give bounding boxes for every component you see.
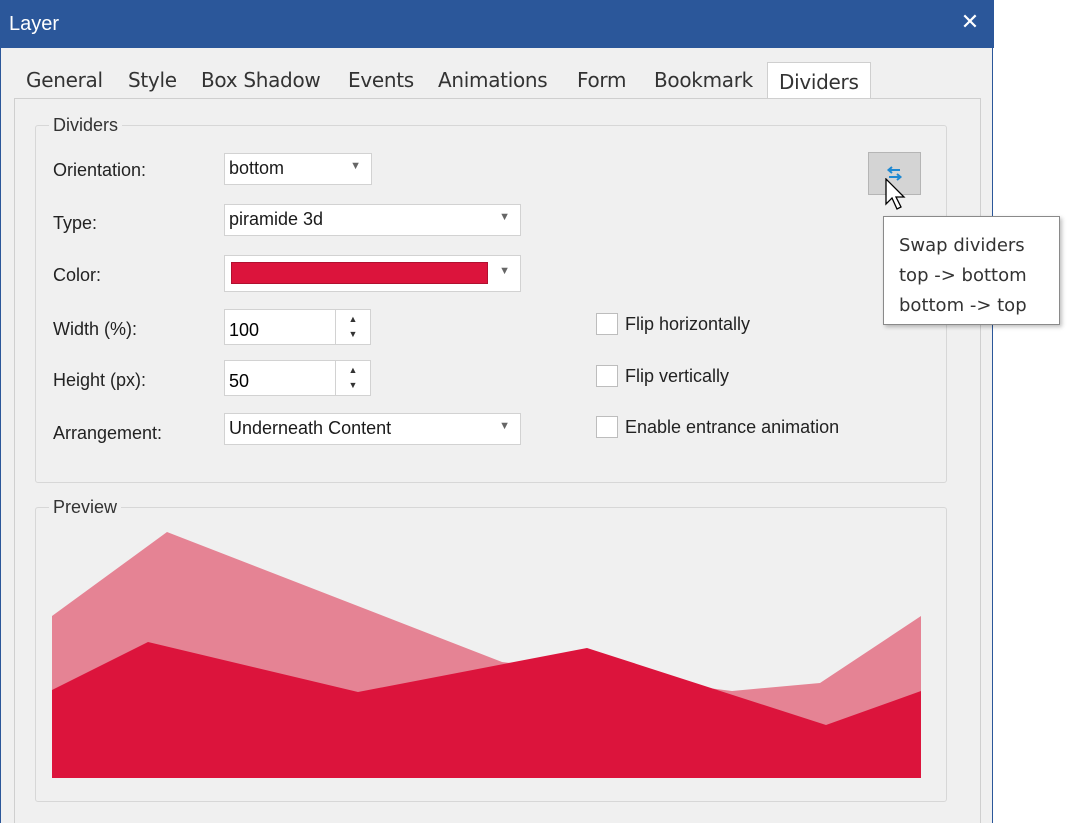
- color-swatch: [231, 262, 488, 284]
- dividers-group-title: Dividers: [49, 115, 123, 136]
- divider-preview: [52, 532, 921, 778]
- tooltip-line: top -> bottom: [899, 265, 1027, 286]
- chevron-down-icon: ▼: [350, 160, 361, 172]
- tab-divider: [14, 98, 981, 99]
- width-spin-buttons: ▲ ▼: [335, 310, 370, 344]
- preview-group: [35, 507, 947, 802]
- height-label: Height (px):: [53, 370, 147, 390]
- tab-box-shadow[interactable]: Box Shadow: [201, 68, 321, 92]
- type-value: piramide 3d: [229, 209, 324, 229]
- chevron-down-icon: ▼: [499, 211, 510, 223]
- type-select[interactable]: piramide 3d ▼: [224, 204, 521, 236]
- color-picker[interactable]: ▼: [224, 255, 521, 292]
- spin-down-icon[interactable]: ▼: [348, 380, 358, 390]
- chevron-down-icon: ▼: [499, 420, 510, 432]
- swap-tooltip: Swap dividers top -> bottom bottom -> to…: [883, 216, 1060, 325]
- close-button[interactable]: ✕: [946, 0, 994, 48]
- spin-up-icon[interactable]: ▲: [348, 365, 358, 375]
- width-label: Width (%):: [53, 319, 138, 339]
- close-icon: ✕: [960, 9, 980, 34]
- tab-general[interactable]: General: [26, 68, 103, 92]
- orientation-label: Orientation:: [53, 160, 147, 180]
- tab-form[interactable]: Form: [577, 68, 627, 92]
- width-spinner[interactable]: ▲ ▼: [224, 309, 371, 347]
- swap-arrows-icon: [886, 166, 903, 181]
- entrance-animation-checkbox[interactable]: [596, 416, 618, 438]
- tab-dividers[interactable]: Dividers: [767, 62, 871, 99]
- height-spinner[interactable]: ▲ ▼: [224, 360, 371, 398]
- color-label: Color:: [53, 265, 102, 285]
- flip-vertically-checkbox[interactable]: [596, 365, 618, 387]
- preview-front-layer: [52, 642, 921, 778]
- flip-horizontally-checkbox[interactable]: [596, 313, 618, 335]
- flip-vertically-label: Flip vertically: [625, 366, 730, 386]
- dividers-tab-panel: [14, 98, 981, 823]
- orientation-select[interactable]: bottom ▼: [224, 153, 372, 185]
- height-input[interactable]: [225, 361, 337, 398]
- spin-up-icon[interactable]: ▲: [348, 314, 358, 324]
- tooltip-line: Swap dividers: [899, 235, 1025, 256]
- title-bar: Layer ✕: [1, 0, 994, 48]
- entrance-animation-label: Enable entrance animation: [625, 417, 840, 437]
- arrangement-label: Arrangement:: [53, 423, 163, 443]
- preview-group-title: Preview: [49, 497, 122, 518]
- chevron-down-icon: ▼: [499, 265, 510, 277]
- window-title: Layer: [9, 13, 60, 35]
- arrangement-select[interactable]: Underneath Content ▼: [224, 413, 521, 445]
- arrangement-value: Underneath Content: [229, 418, 392, 438]
- tab-events[interactable]: Events: [348, 68, 414, 92]
- type-label: Type:: [53, 213, 98, 233]
- tab-bookmark[interactable]: Bookmark: [654, 68, 753, 92]
- spin-down-icon[interactable]: ▼: [348, 329, 358, 339]
- tab-style[interactable]: Style: [128, 68, 177, 92]
- flip-horizontally-label: Flip horizontally: [625, 314, 751, 334]
- tab-animations[interactable]: Animations: [438, 68, 548, 92]
- layer-dialog: Layer ✕ General Style Box Shadow Events Anim…: [0, 0, 994, 823]
- orientation-value: bottom: [229, 158, 285, 178]
- tooltip-line: bottom -> top: [899, 295, 1027, 316]
- mouse-pointer-icon: [885, 178, 906, 210]
- width-input[interactable]: [225, 310, 337, 347]
- height-spin-buttons: ▲ ▼: [335, 361, 370, 395]
